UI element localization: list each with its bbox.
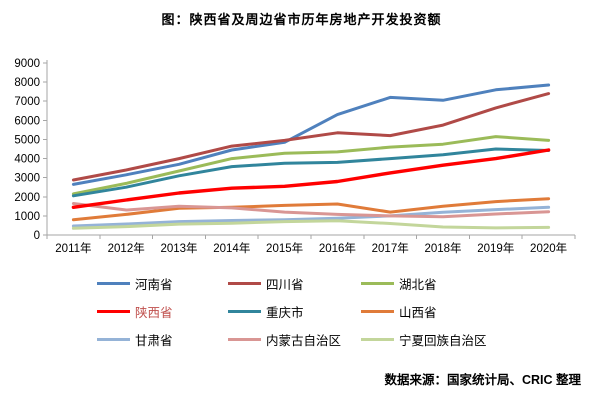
legend-line-swatch <box>361 338 394 341</box>
legend-item: 湖北省 <box>361 274 487 293</box>
y-axis-label: 1000 <box>14 211 40 223</box>
legend-item: 河南省 <box>97 274 228 293</box>
series-line <box>71 205 551 228</box>
legend-label: 河南省 <box>135 278 173 292</box>
legend-item: 内蒙古自治区 <box>228 330 361 349</box>
legend-line-swatch <box>97 310 130 313</box>
series-line <box>71 197 551 222</box>
series-line <box>71 135 551 196</box>
legend-item: 山西省 <box>361 302 487 321</box>
x-axis-label: 2020年 <box>530 241 567 255</box>
legend-item: 甘肃省 <box>97 330 228 349</box>
legend-line-swatch <box>228 338 261 341</box>
legend-label: 陕西省 <box>135 306 173 320</box>
legend-item: 四川省 <box>228 274 361 293</box>
legend-line-swatch <box>228 310 261 313</box>
legend-line-swatch <box>361 310 394 313</box>
legend-label: 四川省 <box>266 278 304 292</box>
x-axis-label: 2015年 <box>266 241 303 255</box>
legend-label: 内蒙古自治区 <box>266 334 342 348</box>
legend-line-swatch <box>228 282 261 285</box>
y-axis-label: 3000 <box>14 173 40 185</box>
y-axis-label: 7000 <box>14 96 40 108</box>
x-axis-label: 2017年 <box>372 241 409 255</box>
series-line <box>71 147 551 198</box>
y-axis-label: 6000 <box>14 115 40 127</box>
legend-label: 宁夏回族自治区 <box>399 334 487 348</box>
series-line <box>71 148 551 210</box>
y-axis-label: 9000 <box>14 58 40 70</box>
legend-label: 甘肃省 <box>135 334 173 348</box>
y-axis-label: 5000 <box>14 134 40 146</box>
legend-item: 宁夏回族自治区 <box>361 330 487 349</box>
legend-item: 重庆市 <box>228 302 361 321</box>
chart-legend: 河南省 四川省 湖北省陕西省 重庆市 山西省甘肃省 内蒙古自治区 宁夏回族自治区 <box>97 274 487 349</box>
x-axis-label: 2019年 <box>477 241 514 255</box>
legend-label: 湖北省 <box>399 278 437 292</box>
legend-line-swatch <box>97 282 130 285</box>
legend-label: 重庆市 <box>266 306 304 320</box>
x-axis-label: 2014年 <box>213 241 250 255</box>
x-axis-label: 2012年 <box>108 241 145 255</box>
y-axis-label: 8000 <box>14 77 40 89</box>
source-note: 数据来源：国家统计局、CRIC 整理 <box>384 373 581 387</box>
x-axis-label: 2016年 <box>319 241 356 255</box>
y-axis-label: 0 <box>34 230 40 242</box>
legend-line-swatch <box>361 282 394 285</box>
x-axis-label: 2011年 <box>55 241 91 255</box>
series-line <box>71 83 551 186</box>
legend-line-swatch <box>97 338 130 341</box>
legend-item: 陕西省 <box>97 302 228 321</box>
chart-title: 图：陕西省及周边省市历年房地产开发投资额 <box>161 12 442 27</box>
series-line <box>71 202 551 219</box>
y-axis-label: 4000 <box>14 154 40 166</box>
x-axis-label: 2013年 <box>160 241 197 255</box>
series-line <box>71 219 551 230</box>
series-line <box>71 92 551 182</box>
legend-label: 山西省 <box>399 306 437 320</box>
y-axis-label: 2000 <box>14 192 40 204</box>
x-axis-label: 2018年 <box>424 241 461 255</box>
